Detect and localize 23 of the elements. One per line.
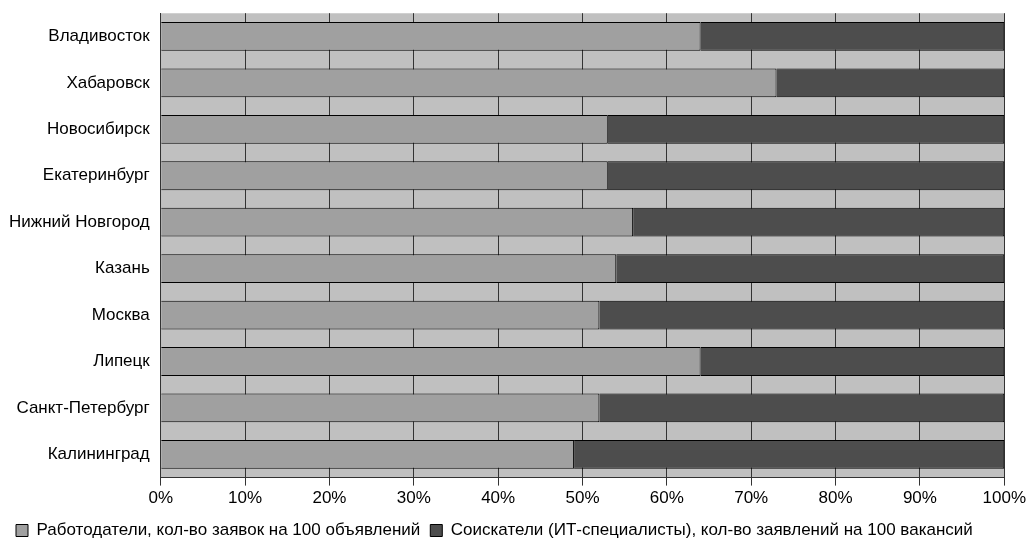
x-tick-label: 40% xyxy=(481,488,516,508)
x-tick-label: 60% xyxy=(649,488,684,508)
x-tick-label: 100% xyxy=(982,488,1026,508)
x-tick-label: 70% xyxy=(734,488,769,508)
y-tick-label: Хабаровск xyxy=(66,72,151,92)
y-tick-label: Липецк xyxy=(93,351,151,371)
x-tick-label: 0% xyxy=(148,488,174,508)
y-tick-label: Калининград xyxy=(47,444,150,464)
x-tick-label: 50% xyxy=(565,488,600,508)
y-tick-label: Нижний Новгород xyxy=(9,211,150,231)
x-tick-label: 90% xyxy=(902,488,937,508)
y-tick-label: Москва xyxy=(91,304,151,324)
y-tick-label: Екатеринбург xyxy=(42,165,150,185)
x-tick-label: 20% xyxy=(312,488,347,508)
legend-label: Работодатели, кол-во заявок на 100 объявлений xyxy=(36,520,421,540)
legend-label: Соискатели (ИТ-специалисты), кол-во заявлений на 100 вакансий xyxy=(450,520,973,540)
y-tick-label: Владивосток xyxy=(48,26,151,46)
x-tick-label: 30% xyxy=(396,488,431,508)
y-tick-label: Санкт-Петербург xyxy=(16,397,150,417)
y-tick-label: Новосибирск xyxy=(47,118,151,138)
x-tick-label: 10% xyxy=(228,488,263,508)
y-tick-label: Казань xyxy=(95,258,150,278)
x-tick-label: 80% xyxy=(818,488,853,508)
